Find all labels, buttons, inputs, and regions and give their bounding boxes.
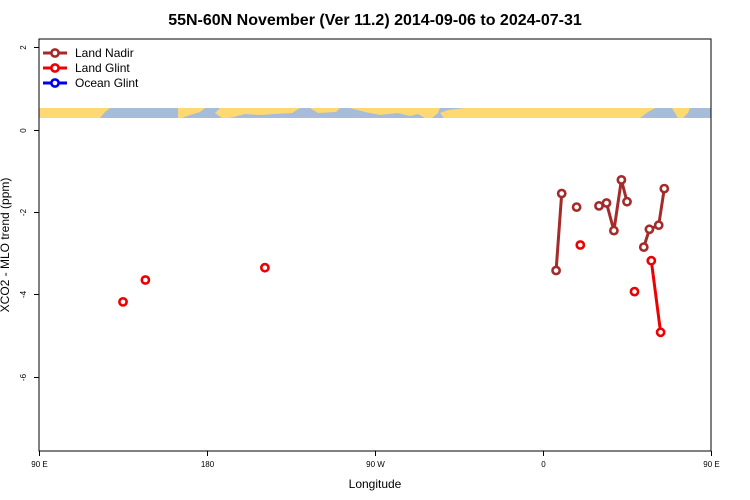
x-tick-label: 0: [541, 460, 546, 469]
land-nadir-point: [659, 183, 670, 194]
land-glint-line: [649, 260, 663, 333]
land-glint-point: [655, 327, 666, 338]
land-nadir-point: [551, 265, 561, 276]
y-tick-label: -4: [19, 290, 28, 298]
y-tick-label: -6: [19, 373, 28, 381]
land-nadir-point: [556, 188, 567, 199]
legend-ocean-glint-marker: [50, 78, 60, 88]
legend-land-glint-marker: [50, 63, 60, 73]
x-tick-label: 180: [201, 460, 215, 469]
land-glint-point: [259, 262, 270, 273]
legend-ocean-glint-label: Ocean Glint: [75, 76, 139, 90]
series-layer: [118, 174, 670, 338]
y-axis-label: XCO2 - MLO trend (ppm): [0, 178, 12, 313]
land-glint-point: [646, 255, 657, 266]
land-nadir-point: [601, 198, 612, 208]
plot-frame: [38, 38, 712, 452]
y-tick-label: 0: [19, 128, 28, 133]
x-tick-label: 90 E: [703, 460, 719, 469]
land-glint-point: [629, 286, 640, 297]
legend-land-glint-label: Land Glint: [75, 61, 130, 75]
land-glint-point: [140, 275, 151, 285]
land-nadir-point: [622, 196, 632, 207]
y-tick-label: -2: [19, 208, 28, 216]
y-axis-ticks: 2 0 -2 -4 -6: [19, 45, 39, 381]
land-nadir-line: [642, 188, 666, 248]
land-ocean-strip: [39, 108, 711, 118]
land-nadir-point: [653, 220, 664, 231]
land-glint-point: [118, 296, 128, 307]
land-nadir-point: [571, 202, 582, 212]
legend-land-nadir-marker: [50, 48, 60, 58]
land-nadir-point: [638, 242, 649, 252]
y-tick-label: 2: [19, 45, 28, 50]
land-nadir-point: [609, 225, 619, 236]
land-glint-point: [575, 240, 586, 250]
land-nadir-point: [644, 224, 655, 235]
plot-area: [39, 39, 711, 451]
x-axis-label: Longitude: [349, 477, 402, 491]
land-nadir-point: [616, 174, 627, 185]
chart-title: 55N-60N November (Ver 11.2) 2014-09-06 t…: [168, 12, 582, 29]
land-nadir-line: [554, 193, 564, 271]
legend-land-nadir-label: Land Nadir: [75, 46, 134, 60]
x-tick-label: 90 E: [31, 460, 47, 469]
land-nadir-point: [594, 200, 604, 211]
x-tick-label: 90 W: [366, 460, 385, 469]
